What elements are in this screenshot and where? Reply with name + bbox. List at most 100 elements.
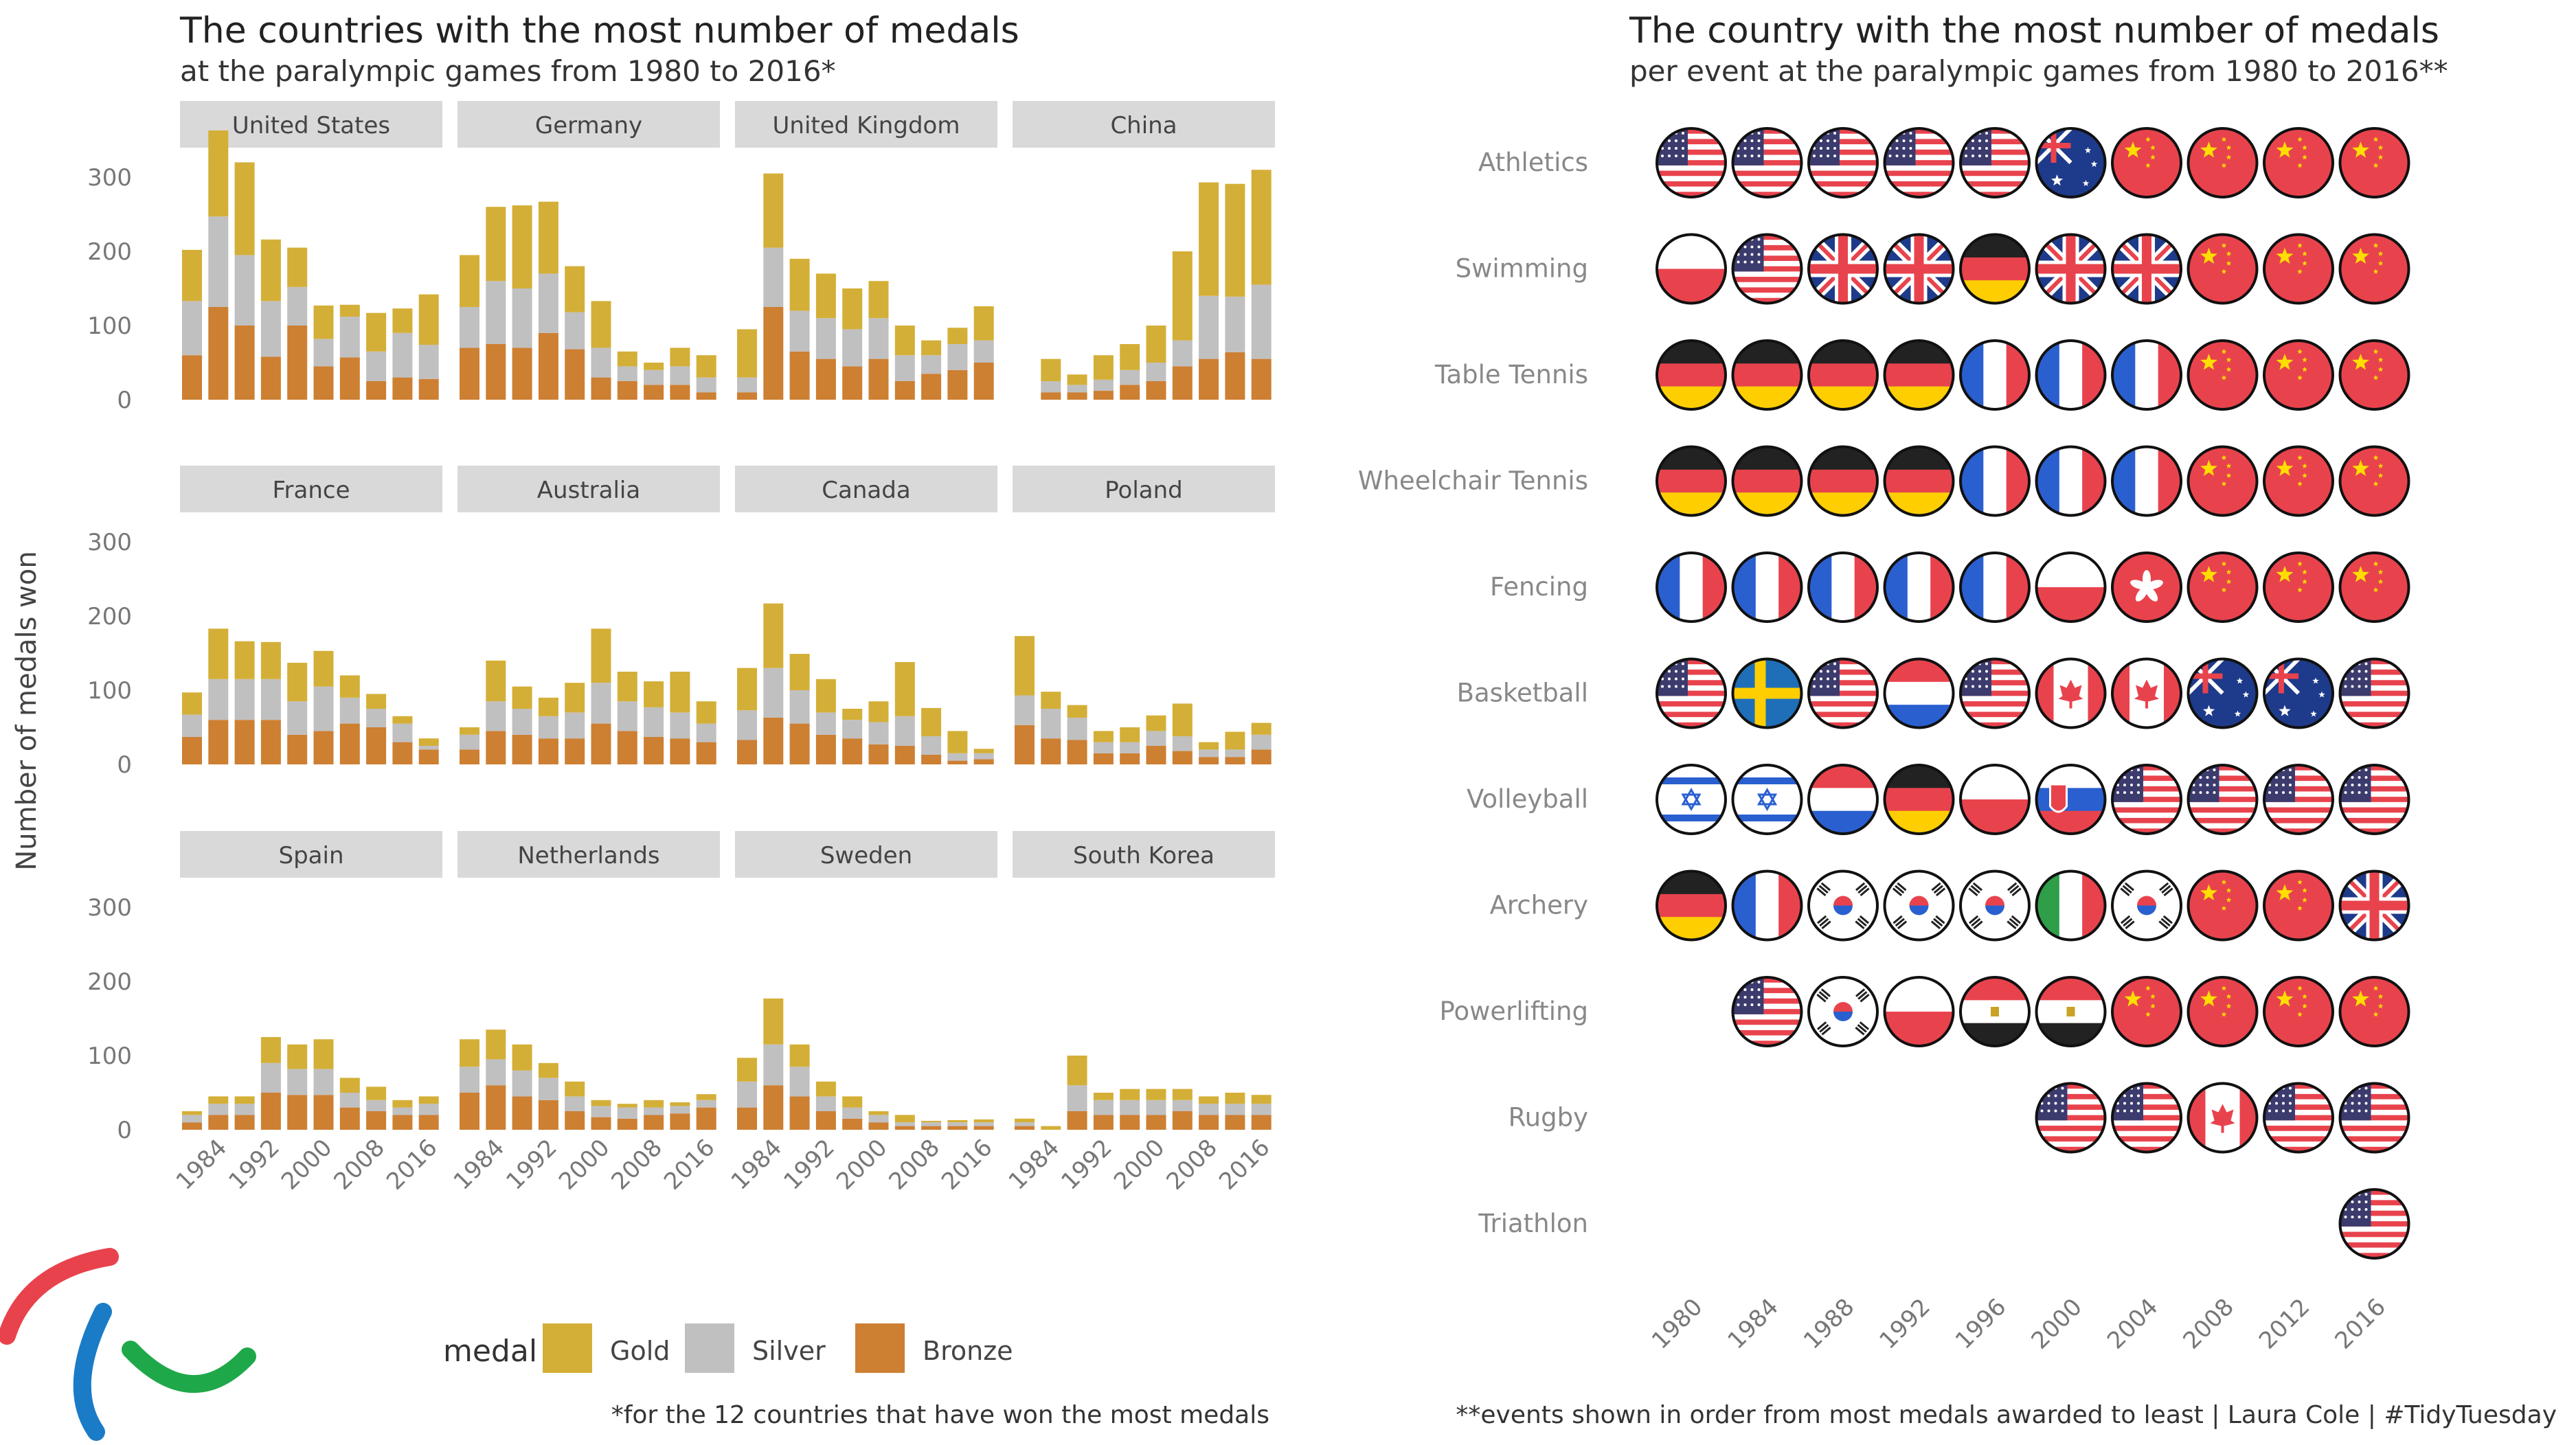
event-label: Basketball bbox=[1457, 679, 1588, 708]
bar-gold bbox=[1172, 251, 1193, 341]
flag-chn bbox=[2264, 553, 2333, 622]
flag-usa bbox=[2036, 1083, 2105, 1152]
bar-bronze bbox=[1146, 381, 1166, 400]
bar-bronze bbox=[392, 1115, 413, 1130]
facet-strip-label: France bbox=[272, 477, 350, 504]
bar-gold bbox=[418, 1096, 439, 1104]
y-tick-label: 300 bbox=[87, 529, 132, 556]
bar-silver bbox=[973, 340, 994, 363]
bar-silver bbox=[1172, 1100, 1193, 1111]
x-tick-label: 2000 bbox=[1109, 1134, 1170, 1195]
bar-bronze bbox=[842, 366, 863, 400]
event-label: Volleyball bbox=[1467, 784, 1588, 814]
flag-ring bbox=[1883, 233, 1955, 305]
event-label: Swimming bbox=[1456, 254, 1588, 284]
bar-gold bbox=[1146, 1089, 1166, 1100]
flag-hkg bbox=[2112, 553, 2181, 622]
bar-bronze bbox=[1172, 1111, 1193, 1130]
bar-bronze bbox=[1067, 1111, 1087, 1130]
flag-ring bbox=[1656, 869, 1727, 942]
bar-gold bbox=[287, 1044, 308, 1069]
event-label: Athletics bbox=[1478, 148, 1588, 177]
x-tick-label: 2016 bbox=[381, 1134, 442, 1195]
bar-gold bbox=[313, 1039, 334, 1069]
bar-silver bbox=[644, 707, 664, 738]
bar-bronze bbox=[1015, 725, 1035, 764]
bar-silver bbox=[789, 1067, 810, 1097]
bar-gold bbox=[392, 716, 413, 724]
bar-gold bbox=[234, 641, 255, 679]
flag-ring bbox=[1656, 339, 1727, 411]
bar-silver bbox=[763, 247, 784, 307]
paralympic-logo bbox=[0, 1248, 256, 1441]
flag-fra bbox=[1657, 553, 1726, 622]
flag-chn bbox=[2188, 128, 2257, 197]
bar-gold bbox=[1146, 715, 1166, 731]
bar-gold bbox=[617, 672, 637, 702]
bar-silver bbox=[260, 1062, 281, 1093]
flag-ring bbox=[1656, 233, 1727, 305]
bar-bronze bbox=[1225, 352, 1245, 400]
legend-bronze-key bbox=[855, 1323, 905, 1373]
bar-silver bbox=[1067, 385, 1087, 393]
left-caption: *for the 12 countries that have won the … bbox=[611, 1401, 1269, 1429]
bar-gold bbox=[1172, 1089, 1193, 1100]
bar-gold bbox=[313, 650, 334, 687]
bar-bronze bbox=[486, 1085, 506, 1130]
facet-strip bbox=[1013, 466, 1275, 512]
bar-bronze bbox=[696, 1107, 716, 1130]
bar-bronze bbox=[1225, 1115, 1245, 1130]
bar-bronze bbox=[842, 1118, 863, 1130]
bar-silver bbox=[260, 301, 281, 357]
bar-gold bbox=[418, 294, 439, 345]
flag-ring bbox=[1807, 551, 1879, 623]
facet-strip-label: South Korea bbox=[1073, 842, 1214, 869]
bar-silver bbox=[1067, 717, 1087, 740]
bar-bronze bbox=[234, 1115, 255, 1130]
bar-bronze bbox=[815, 734, 836, 764]
bar-bronze bbox=[512, 1096, 532, 1130]
bar-bronze bbox=[644, 737, 664, 764]
flag-chn bbox=[2340, 446, 2409, 516]
bar-bronze bbox=[260, 1093, 281, 1130]
bar-silver bbox=[1041, 381, 1061, 393]
bar-silver bbox=[670, 1106, 690, 1114]
bar-bronze bbox=[591, 377, 611, 400]
bar-silver bbox=[339, 1093, 360, 1108]
bar-bronze bbox=[366, 727, 387, 764]
bar-silver bbox=[868, 318, 889, 359]
year-tick-label: 1980 bbox=[1647, 1293, 1708, 1354]
bar-silver bbox=[696, 723, 716, 742]
bar-bronze bbox=[486, 731, 506, 764]
flag-gbr bbox=[2112, 234, 2181, 304]
bar-silver bbox=[591, 683, 611, 724]
bar-silver bbox=[789, 310, 810, 352]
bar-silver bbox=[565, 312, 585, 350]
bar-silver bbox=[208, 679, 229, 720]
facet-strip bbox=[180, 831, 442, 878]
facet-panel: Germany bbox=[457, 101, 720, 400]
bar-gold bbox=[392, 308, 413, 333]
flag-ring bbox=[2338, 657, 2410, 729]
flag-chn bbox=[2264, 446, 2333, 516]
bar-bronze bbox=[418, 1115, 439, 1130]
flag-isr bbox=[1732, 765, 1802, 834]
bar-bronze bbox=[234, 326, 255, 400]
bar-gold bbox=[1199, 742, 1219, 750]
y-tick-label: 100 bbox=[87, 312, 132, 340]
flag-kor bbox=[1884, 871, 1954, 940]
bar-silver bbox=[234, 679, 255, 720]
bar-silver bbox=[418, 746, 439, 750]
bar-bronze bbox=[789, 1096, 810, 1130]
bar-bronze bbox=[1199, 1115, 1219, 1130]
facet-panel: United Kingdom bbox=[735, 101, 997, 400]
bar-bronze bbox=[538, 332, 558, 400]
bar-gold bbox=[921, 340, 942, 356]
bar-gold bbox=[591, 628, 611, 683]
bar-silver bbox=[1199, 295, 1219, 359]
x-tick-label: 2016 bbox=[659, 1134, 720, 1195]
bar-gold bbox=[894, 326, 915, 356]
bar-gold bbox=[287, 247, 308, 287]
bar-silver bbox=[182, 714, 202, 738]
bar-bronze bbox=[1251, 749, 1272, 764]
